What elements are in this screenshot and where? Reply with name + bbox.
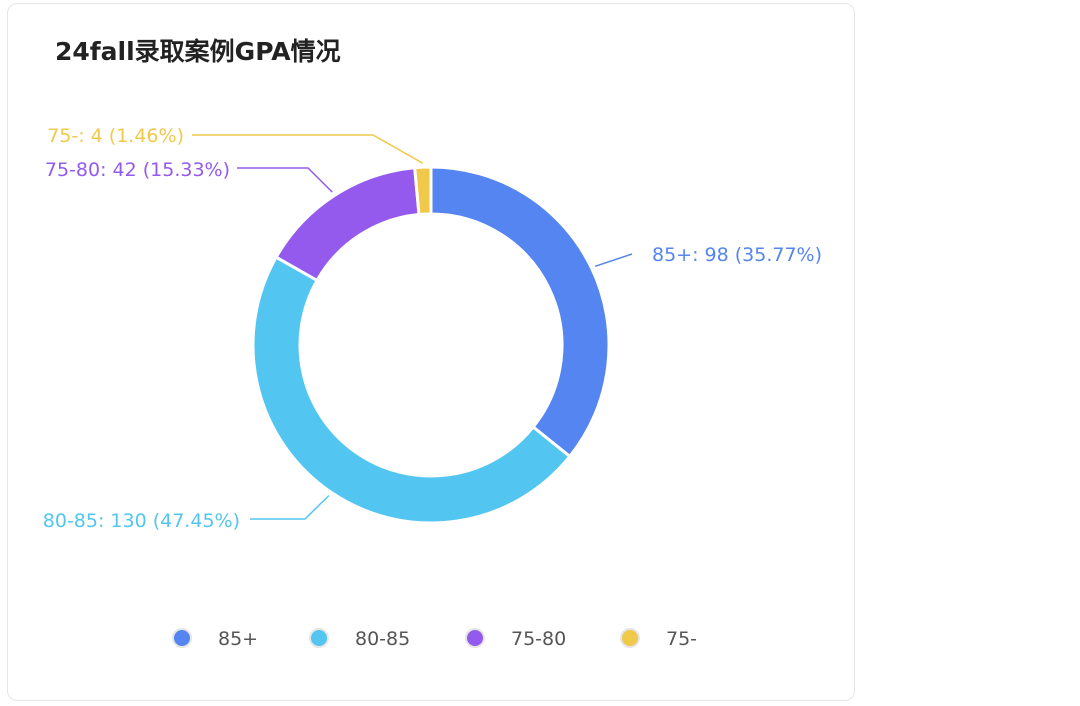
legend-label-80-85: 80-85 [355,628,410,650]
data-label-80-85: 80-85: 130 (47.45%) [43,510,240,532]
legend-marker-80-85 [309,628,329,648]
slice-85plus[interactable] [429,165,611,459]
legend-label-85plus: 85+ [218,628,258,650]
legend-item-75-80[interactable]: 75-80 [465,628,566,650]
data-label-85plus: 85+: 98 (35.77%) [652,244,822,266]
leader-line-85plus [594,253,633,268]
chart-title: 24fall录取案例GPA情况 [55,37,341,66]
slice-75-80[interactable] [274,166,421,283]
legend-marker-75-80 [465,628,485,648]
chart-card [7,3,855,701]
legend-marker-75minus [620,628,640,648]
leader-line-80-85 [250,495,330,520]
legend-item-80-85[interactable]: 80-85 [309,628,410,650]
leader-line-75-80 [237,167,333,193]
leader-line-75minus [192,134,424,164]
slice-75minus[interactable] [413,165,433,217]
slice-80-85[interactable] [251,255,572,525]
legend-item-75minus[interactable]: 75- [620,628,697,650]
legend-marker-85plus [172,628,192,648]
data-label-75minus: 75-: 4 (1.46%) [47,125,184,147]
data-label-75-80: 75-80: 42 (15.33%) [45,159,230,181]
legend-label-75-80: 75-80 [511,628,566,650]
legend-label-75minus: 75- [666,628,697,650]
legend-item-85plus[interactable]: 85+ [172,628,258,650]
